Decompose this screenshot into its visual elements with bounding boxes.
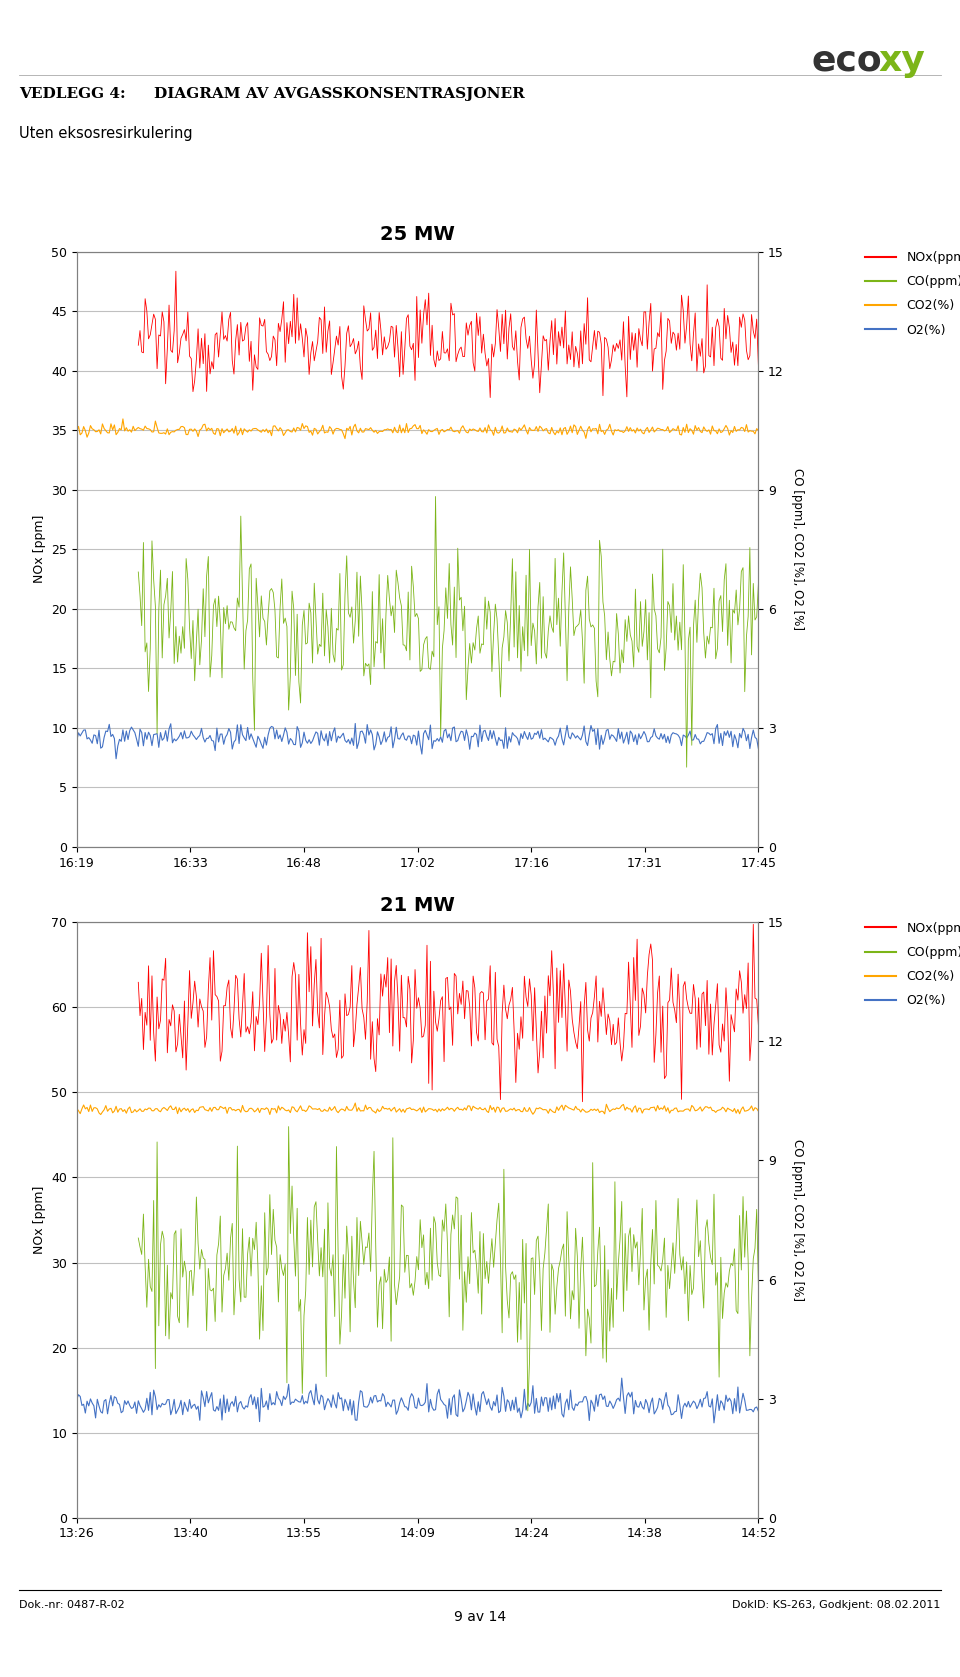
Legend: NOx(ppm), CO(ppm), CO2(%), O2(%): NOx(ppm), CO(ppm), CO2(%), O2(%): [860, 247, 960, 342]
Title: 25 MW: 25 MW: [380, 225, 455, 245]
Text: VEDLEGG 4:: VEDLEGG 4:: [19, 87, 126, 101]
Text: Uten eksosresirkulering: Uten eksosresirkulering: [19, 126, 193, 141]
Text: xy: xy: [878, 44, 925, 77]
Text: eco: eco: [811, 44, 882, 77]
Y-axis label: NOx [ppm]: NOx [ppm]: [33, 515, 45, 584]
Y-axis label: CO [ppm], CO2 [%], O2 [%]: CO [ppm], CO2 [%], O2 [%]: [791, 468, 804, 631]
Y-axis label: CO [ppm], CO2 [%], O2 [%]: CO [ppm], CO2 [%], O2 [%]: [791, 1139, 804, 1301]
Text: DIAGRAM AV AVGASSKONSENTRASJONER: DIAGRAM AV AVGASSKONSENTRASJONER: [154, 87, 524, 101]
Text: DokID: KS-263, Godkjent: 08.02.2011: DokID: KS-263, Godkjent: 08.02.2011: [732, 1600, 941, 1610]
Text: 9 av 14: 9 av 14: [454, 1610, 506, 1623]
Text: Dok.-nr: 0487-R-02: Dok.-nr: 0487-R-02: [19, 1600, 125, 1610]
Legend: NOx(ppm), CO(ppm), CO2(%), O2(%): NOx(ppm), CO(ppm), CO2(%), O2(%): [860, 917, 960, 1013]
Y-axis label: NOx [ppm]: NOx [ppm]: [33, 1186, 45, 1254]
Title: 21 MW: 21 MW: [380, 896, 455, 916]
